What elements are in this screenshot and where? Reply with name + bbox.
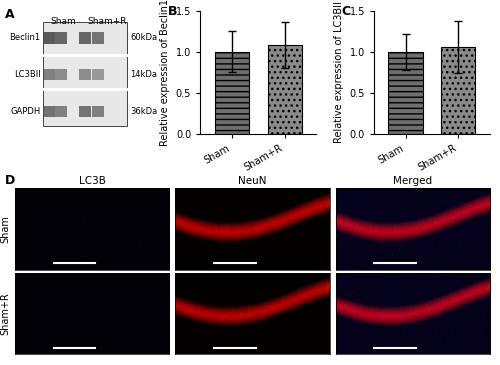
FancyBboxPatch shape <box>43 22 128 126</box>
Title: NeuN: NeuN <box>238 176 267 186</box>
Text: B: B <box>168 5 177 18</box>
Bar <box>441 47 476 134</box>
Y-axis label: Relative expression of Beclin1: Relative expression of Beclin1 <box>160 0 170 146</box>
Text: C: C <box>342 5 350 18</box>
FancyBboxPatch shape <box>80 32 91 44</box>
Bar <box>215 52 249 134</box>
Text: GAPDH: GAPDH <box>10 107 40 116</box>
Bar <box>268 45 302 134</box>
Bar <box>388 52 422 134</box>
FancyBboxPatch shape <box>44 32 55 44</box>
FancyBboxPatch shape <box>80 106 91 117</box>
FancyBboxPatch shape <box>92 69 104 80</box>
Text: A: A <box>5 8 15 22</box>
Text: 14kDa: 14kDa <box>130 70 157 79</box>
Text: Beclin1: Beclin1 <box>10 34 40 42</box>
FancyBboxPatch shape <box>92 106 104 117</box>
FancyBboxPatch shape <box>55 69 66 80</box>
Text: LC3BII: LC3BII <box>14 70 40 79</box>
Title: LC3B: LC3B <box>78 176 106 186</box>
Y-axis label: Sham: Sham <box>1 215 11 243</box>
FancyBboxPatch shape <box>80 69 91 80</box>
FancyBboxPatch shape <box>55 32 66 44</box>
FancyBboxPatch shape <box>92 32 104 44</box>
FancyBboxPatch shape <box>44 69 55 80</box>
Y-axis label: Relative expression of LC3BII: Relative expression of LC3BII <box>334 1 344 143</box>
Text: Sham+R: Sham+R <box>87 17 126 26</box>
Text: Sham: Sham <box>50 17 76 26</box>
Text: D: D <box>5 174 15 187</box>
Text: 60kDa: 60kDa <box>130 34 157 42</box>
Title: Merged: Merged <box>394 176 432 186</box>
FancyBboxPatch shape <box>44 106 55 117</box>
Y-axis label: Sham+R: Sham+R <box>1 292 11 335</box>
Text: 36kDa: 36kDa <box>130 107 157 116</box>
FancyBboxPatch shape <box>55 106 66 117</box>
